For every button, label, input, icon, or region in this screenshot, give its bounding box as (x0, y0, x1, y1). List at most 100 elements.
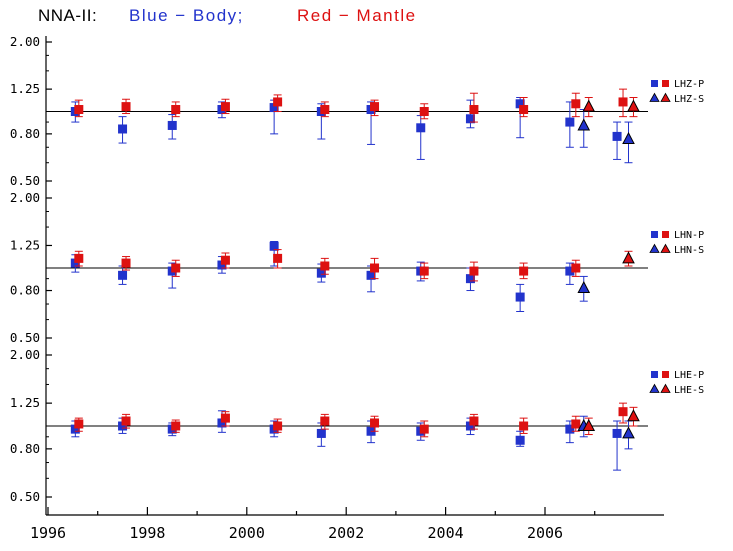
series-LHE-mantle-S (582, 406, 640, 436)
legend-label-s: LHN-S (674, 245, 704, 256)
data-point-square (217, 418, 227, 428)
series-LHN-mantle-P (74, 249, 581, 282)
data-point-square (618, 97, 628, 107)
data-point-square (316, 268, 326, 278)
data-point-square (273, 253, 283, 263)
data-point-square (469, 105, 479, 115)
data-point-square (366, 270, 376, 280)
data-point-square (469, 416, 479, 426)
legend-triangle-icon (660, 383, 671, 393)
legend-square-mantle-icon (662, 80, 669, 87)
y-tick-label: 0.50 (10, 173, 40, 188)
series-LHZ-body-S (577, 109, 635, 164)
data-point-square (171, 105, 181, 115)
data-point-square (320, 105, 330, 115)
data-point-square (167, 120, 177, 130)
legend-label-p: LHZ-P (674, 79, 704, 90)
data-point-square (74, 253, 84, 263)
panel-LHN: 2.00 1.25 0.80 0.50 LHN-P LHN-S (10, 190, 704, 345)
data-point-square (121, 416, 131, 426)
data-point-triangle (622, 131, 635, 145)
legend-label-s: LHE-S (674, 385, 704, 396)
legend-LHE: LHE-P LHE-S (649, 370, 704, 396)
data-point-square (217, 260, 227, 270)
data-point-square (565, 424, 575, 434)
data-point-square (269, 241, 279, 251)
data-point-triangle (622, 426, 635, 439)
x-tick-label: 2002 (328, 524, 364, 542)
y-tick-label: 2.00 (10, 347, 40, 362)
data-point-square (519, 421, 529, 431)
station-name: NNA-II: (38, 6, 98, 25)
data-point-square (171, 263, 181, 273)
y-tick-label: 0.80 (10, 126, 40, 141)
data-point-triangle (622, 251, 635, 264)
series-LHZ-mantle-P (74, 88, 628, 123)
data-point-triangle (582, 99, 596, 112)
data-point-square (320, 416, 330, 426)
legend-triangle-icon (649, 92, 660, 102)
data-point-square (571, 419, 581, 429)
series-LHE-mantle-P (74, 402, 628, 438)
data-point-square (571, 263, 581, 273)
axes (45, 36, 664, 516)
data-point-square (74, 105, 84, 115)
y-tick-label: 1.25 (10, 237, 40, 252)
data-point-square (416, 123, 426, 133)
legend-triangle-icon (660, 92, 671, 102)
data-point-square (465, 274, 475, 284)
panel-LHZ: 2.00 1.25 0.80 0.50 LHZ-P LHZ-S (10, 34, 704, 188)
data-point-square (273, 97, 283, 107)
data-point-square (565, 266, 575, 276)
legend-square-body-icon (651, 80, 658, 87)
data-point-square (118, 124, 128, 134)
x-tick-labels: 1996 1998 2000 2002 2004 2006 (30, 524, 563, 542)
data-point-square (370, 418, 380, 428)
data-point-square (419, 424, 429, 434)
data-point-square (70, 424, 80, 434)
y-tick-label: 0.50 (10, 489, 40, 504)
data-point-square (565, 117, 575, 127)
data-point-square (519, 266, 529, 276)
series-LHN-body-P (70, 241, 575, 313)
data-point-square (370, 102, 380, 112)
legend-label-p: LHE-P (674, 370, 704, 381)
data-point-square (118, 421, 128, 431)
y-tick-label: 2.00 (10, 190, 40, 205)
chart-title: NNA-II: Blue − Body; Red − Mantle (0, 6, 733, 32)
data-point-square (515, 292, 525, 302)
legend-label-s: LHZ-S (674, 94, 704, 105)
series-LHN-mantle-S (622, 250, 635, 267)
y-tick-label: 0.80 (10, 441, 40, 456)
legend-triangle-icon (649, 383, 660, 393)
data-point-triangle (582, 418, 596, 431)
data-point-square (220, 255, 230, 265)
x-tick-label: 2000 (229, 524, 265, 542)
series-LHE-body-P (70, 410, 622, 471)
legend-LHN: LHN-P LHN-S (649, 230, 704, 256)
mantle-legend-text: Red − Mantle (297, 6, 417, 25)
legend-square-mantle-icon (662, 371, 669, 378)
y-tick-label: 2.00 (10, 34, 40, 49)
data-point-square (121, 258, 131, 268)
x-tick-label: 1998 (129, 524, 165, 542)
data-point-square (320, 261, 330, 271)
legend-LHZ: LHZ-P LHZ-S (649, 79, 704, 105)
legend-square-body-icon (651, 231, 658, 238)
legend-square-body-icon (651, 371, 658, 378)
y-tick-label: 0.50 (10, 330, 40, 345)
data-point-square (469, 266, 479, 276)
data-point-square (220, 413, 230, 423)
y-tick-label: 1.25 (10, 81, 40, 96)
data-point-square (515, 99, 525, 109)
data-point-square (465, 421, 475, 431)
x-tick-label: 2006 (527, 524, 563, 542)
data-point-square (465, 114, 475, 124)
data-point-square (571, 99, 581, 109)
data-point-square (273, 421, 283, 431)
series-LHE-body-S (577, 415, 635, 450)
data-point-square (419, 266, 429, 276)
data-point-square (419, 107, 429, 116)
